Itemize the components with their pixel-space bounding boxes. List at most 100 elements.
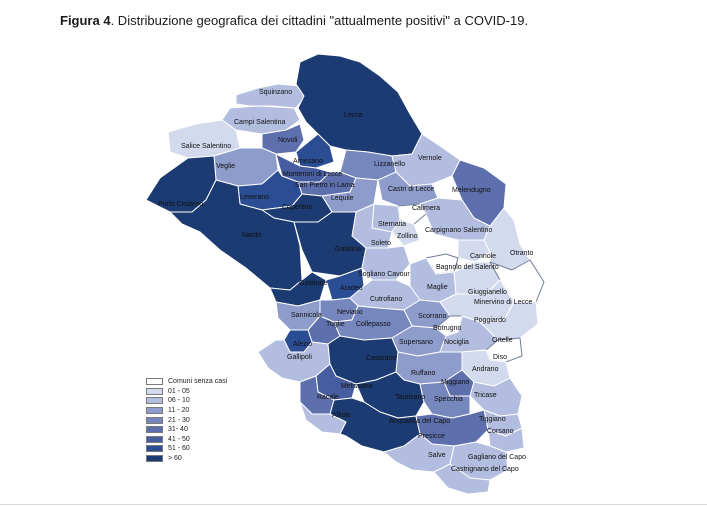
label-giuggianello: Giuggianello xyxy=(468,289,507,296)
label-diso: Diso xyxy=(493,354,507,361)
label-aradeo: Aradeo xyxy=(340,285,363,292)
label-melissano: Melissano xyxy=(341,383,373,390)
label-botrugno: Botrugno xyxy=(433,325,462,332)
label-lequile: Lequile xyxy=(331,195,354,202)
bottom-divider xyxy=(0,504,707,505)
legend-label: 06 - 10 xyxy=(168,397,190,405)
label-tuglie: Tuglie xyxy=(326,321,345,328)
label-neviano: Neviano xyxy=(337,309,363,316)
municipality-regions xyxy=(145,53,545,495)
label-sogliano: Sogliano Cavour xyxy=(358,271,410,278)
legend-swatch xyxy=(146,407,163,415)
legend-label: 41 - 50 xyxy=(168,435,190,443)
label-soleto: Soleto xyxy=(371,240,391,247)
legend-item: Comuni senza casi xyxy=(146,377,227,387)
legend-label: 21 - 30 xyxy=(168,416,190,424)
region-squinzano xyxy=(235,83,305,109)
label-andrano: Andrano xyxy=(472,366,499,373)
label-gagliano: Gagliano del Capo xyxy=(468,454,526,461)
label-calimera: Calimera xyxy=(412,205,440,212)
label-minervino: Minervino di Lecce xyxy=(474,299,532,306)
label-galatone: Galatone xyxy=(299,280,328,287)
label-lecce: Lecce xyxy=(344,112,363,119)
label-castri: Castri di Lecce xyxy=(388,186,434,193)
label-racale: Racale xyxy=(317,394,339,401)
legend-swatch xyxy=(146,397,163,405)
label-presicce: Presicce xyxy=(418,433,445,440)
legend-item: 51 - 60 xyxy=(146,444,227,454)
figure-label: Figura 4 xyxy=(60,13,111,28)
label-ruffano: Ruffano xyxy=(411,370,435,377)
label-scorrano: Scorrano xyxy=(418,313,447,320)
region-zollino xyxy=(391,219,421,247)
label-castrignano: Castrignano del Capo xyxy=(451,466,519,473)
label-zollino: Zollino xyxy=(397,233,418,240)
label-carpignano: Carpignano Salentino xyxy=(425,227,492,234)
figure-caption: Figura 4. Distribuzione geografica dei c… xyxy=(60,13,528,28)
legend-swatch xyxy=(146,378,163,386)
label-copertino: Copertino xyxy=(282,204,312,211)
legend-swatch xyxy=(146,426,163,434)
label-maglie: Maglie xyxy=(427,284,448,291)
legend-label: 11 - 20 xyxy=(168,407,190,415)
label-tricase: Tricase xyxy=(474,392,497,399)
region-castrignano xyxy=(433,463,491,495)
label-vernole: Vernole xyxy=(418,155,442,162)
label-corsano: Corsano xyxy=(487,428,514,435)
label-salve: Salve xyxy=(428,452,446,459)
legend-swatch xyxy=(146,387,163,395)
label-leverano: Leverano xyxy=(240,194,269,201)
legend-label: 31- 40 xyxy=(168,426,188,434)
map-labels: Squinzano Lecce Campi Salentina Salice S… xyxy=(158,89,533,473)
region-cannole xyxy=(457,239,491,263)
label-tiggiano: Tiggiano xyxy=(479,416,506,423)
legend-item: 41 - 50 xyxy=(146,435,227,445)
label-bagnolo: Bagnolo del Salento xyxy=(436,264,499,271)
legend-label: 51 - 60 xyxy=(168,445,190,453)
label-cannole: Cannole xyxy=(470,253,496,260)
map-legend: Comuni senza casi 01 - 05 06 - 10 11 - 2… xyxy=(146,377,227,463)
label-veglie: Veglie xyxy=(216,163,235,170)
label-salice-salentino: Salice Salentino xyxy=(181,143,231,150)
label-taurisano: Taurisano xyxy=(395,394,425,401)
label-porto-cesareo: Porto Cesareo xyxy=(158,201,203,208)
legend-item: 31- 40 xyxy=(146,425,227,435)
region-otranto xyxy=(483,207,531,271)
legend-swatch xyxy=(146,455,163,463)
legend-item: 06 - 10 xyxy=(146,396,227,406)
label-gallipoli: Gallipoli xyxy=(287,354,312,361)
label-casarano: Casarano xyxy=(366,355,396,362)
legend-item: 11 - 20 xyxy=(146,406,227,416)
figure-caption-text: . Distribuzione geografica dei cittadini… xyxy=(110,13,529,28)
label-cutrofiano: Cutrofiano xyxy=(370,296,402,303)
legend-swatch xyxy=(146,416,163,424)
label-lizzanello: Lizzanello xyxy=(374,161,405,168)
label-alliste: Alliste xyxy=(332,412,351,419)
legend-item: 21 - 30 xyxy=(146,415,227,425)
label-specchia: Specchia xyxy=(434,396,463,403)
label-novoli: Novoli xyxy=(278,137,298,144)
label-otranto: Otranto xyxy=(510,250,533,257)
label-melendugno: Melendugno xyxy=(452,187,491,194)
label-collepasso: Collepasso xyxy=(356,321,391,328)
legend-label: 01 - 05 xyxy=(168,387,190,395)
label-monteroni: Monteroni di Lecce xyxy=(283,171,342,178)
legend-item: 01 - 05 xyxy=(146,387,227,397)
label-galatina: Galatina xyxy=(335,246,361,253)
label-squinzano: Squinzano xyxy=(259,89,292,96)
label-poggiardo: Poggiardo xyxy=(474,317,506,324)
region-sogliano xyxy=(361,245,411,281)
label-san-pietro: San Pietro in Lama xyxy=(295,182,355,189)
legend-label: > 60 xyxy=(168,455,182,463)
legend-label: Comuni senza casi xyxy=(168,378,228,386)
label-acquarica: Acquarica del Capo xyxy=(389,418,450,425)
label-campi-salentina: Campi Salentina xyxy=(234,119,285,126)
label-nardo: Nardò xyxy=(242,232,261,239)
label-alezio: Alezio xyxy=(293,341,312,348)
label-sternatia: Sternatia xyxy=(378,221,406,228)
legend-swatch xyxy=(146,435,163,443)
legend-item: > 60 xyxy=(146,454,227,464)
label-supersano: Supersano xyxy=(399,339,433,346)
